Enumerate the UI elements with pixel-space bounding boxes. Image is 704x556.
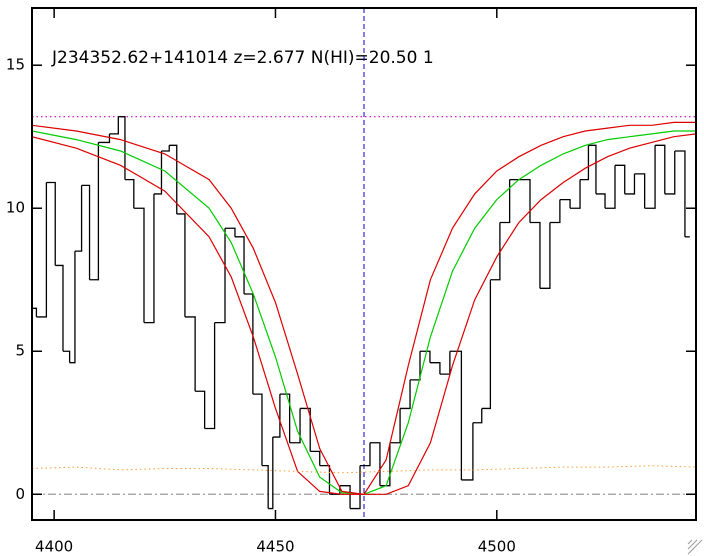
flux-step: [429, 362, 441, 375]
flux-step: [62, 350, 71, 363]
y-tick-label: 5: [15, 342, 25, 360]
flux-step: [46, 181, 56, 266]
flux-step: [360, 442, 371, 467]
flux-step: [644, 145, 656, 209]
flux-step: [55, 264, 64, 352]
flux-step: [605, 165, 616, 209]
plot-area: [32, 8, 696, 520]
y-tick-label: 15: [6, 56, 25, 74]
flux-step: [490, 222, 501, 281]
flux-step: [481, 279, 492, 410]
flux-step: [234, 236, 245, 295]
series-line: [32, 121, 696, 495]
flux-step: [369, 442, 381, 486]
flux-step: [176, 213, 186, 317]
flux-step: [624, 173, 636, 195]
flux-step: [252, 393, 263, 466]
flux-step: [118, 116, 126, 180]
flux-step: [89, 142, 100, 281]
flux-step: [36, 182, 48, 318]
flux-step: [310, 450, 321, 466]
flux-step: [379, 442, 391, 487]
flux-step: [389, 408, 401, 444]
flux-step: [74, 185, 83, 252]
series-line: [32, 133, 696, 495]
x-tick-label: 4450: [256, 538, 294, 556]
flux-step: [124, 178, 135, 209]
flux-step: [32, 307, 38, 317]
resize-grip: [687, 539, 693, 545]
flux-step: [519, 178, 531, 223]
flux-step: [614, 164, 626, 194]
flux-step: [461, 422, 474, 481]
flux-step: [289, 408, 301, 444]
flux-step: [81, 184, 91, 280]
flux-step: [268, 437, 274, 510]
flux-step: [570, 179, 581, 209]
flux-step: [214, 228, 226, 324]
series-line: [32, 465, 696, 474]
flux-step: [588, 144, 597, 194]
flux-step: [169, 144, 178, 214]
flux-step: [449, 350, 463, 480]
y-tick-label: 0: [15, 485, 25, 503]
resize-grip: [687, 539, 703, 555]
flux-step: [133, 207, 145, 323]
y-tick-label: 10: [6, 199, 25, 217]
flux-step: [109, 116, 119, 135]
flux-step: [400, 379, 411, 410]
resize-grip: [687, 539, 698, 550]
flux-step: [69, 251, 76, 364]
flux-step: [184, 316, 196, 392]
x-tick-label: 4500: [478, 538, 516, 556]
flux-step: [225, 227, 236, 237]
flux-step: [580, 145, 590, 181]
flux-step: [549, 199, 561, 224]
flux-step: [143, 193, 155, 324]
flux-step: [595, 193, 606, 209]
flux-step: [559, 198, 571, 209]
plot-frame: [31, 7, 697, 521]
flux-step: [350, 465, 361, 510]
flux-step: [634, 173, 646, 209]
flux-step: [161, 145, 170, 152]
series-line: [32, 130, 696, 495]
flux-step: [98, 133, 111, 144]
flux-step: [204, 322, 216, 430]
flux-step: [472, 408, 483, 424]
flux-step: [261, 465, 269, 509]
flux-step: [539, 222, 551, 289]
flux-step: [419, 350, 431, 363]
x-tick-label: 4400: [35, 538, 73, 556]
flux-step: [279, 393, 291, 443]
flux-step: [655, 144, 666, 194]
flux-step: [664, 151, 676, 195]
flux-step: [195, 390, 206, 429]
flux-step: [499, 179, 511, 224]
flux-step: [153, 151, 163, 195]
chart-title: J234352.62+141014 z=2.677 N(HI)=20.50 1: [51, 48, 434, 68]
flux-step: [300, 407, 311, 452]
flux-step: [410, 351, 421, 381]
flux-step: [339, 485, 351, 509]
flux-step: [272, 394, 281, 438]
flux-step: [674, 150, 686, 237]
flux-step: [530, 221, 541, 289]
